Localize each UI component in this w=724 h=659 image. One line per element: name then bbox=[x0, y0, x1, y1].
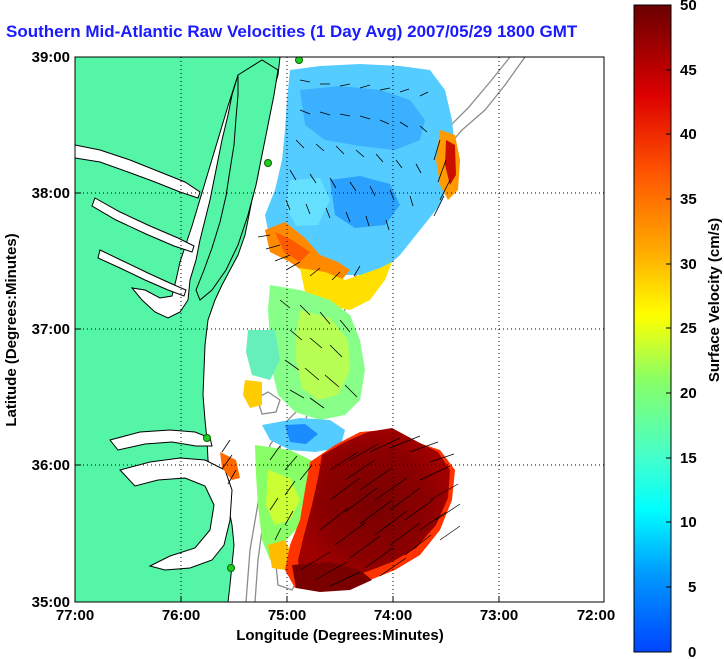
lat-lon-grid bbox=[75, 57, 604, 602]
delmarva-peninsula bbox=[195, 59, 279, 301]
station-marker bbox=[227, 564, 235, 572]
axis-tick-marks bbox=[74, 56, 605, 603]
y-tick-label: 36:00 bbox=[32, 457, 70, 474]
colorbar-tick-label: 40 bbox=[680, 126, 697, 143]
colorbar-tick-label: 10 bbox=[680, 514, 697, 531]
station-marker bbox=[295, 57, 303, 64]
albemarle-sound bbox=[109, 429, 213, 451]
x-tick-label: 77:00 bbox=[56, 607, 94, 624]
y-tick-label: 39:00 bbox=[32, 49, 70, 66]
x-tick-label: 74:00 bbox=[374, 607, 412, 624]
y-axis-label: Latitude (Degrees:Minutes) bbox=[3, 233, 20, 426]
colorbar bbox=[633, 4, 672, 653]
potomac-river bbox=[75, 144, 201, 199]
map-title: Southern Mid-Atlantic Raw Velocities (1 … bbox=[6, 22, 578, 41]
y-tick-label: 37:00 bbox=[32, 321, 70, 338]
x-tick-label: 76:00 bbox=[162, 607, 200, 624]
york-river bbox=[97, 249, 187, 297]
radar-stations bbox=[203, 57, 303, 572]
colorbar-tick-label: 20 bbox=[680, 385, 697, 402]
colorbar-tick-label: 35 bbox=[680, 191, 697, 208]
colorbar-tick-label: 30 bbox=[680, 256, 697, 273]
x-axis-label: Longitude (Degrees:Minutes) bbox=[236, 627, 444, 644]
colorbar-tick-label: 0 bbox=[688, 644, 696, 659]
x-tick-label: 73:00 bbox=[480, 607, 518, 624]
colorbar-ticks bbox=[666, 4, 671, 653]
colorbar-tick-label: 50 bbox=[680, 0, 697, 14]
rappahannock-river bbox=[91, 197, 195, 253]
station-marker bbox=[264, 159, 272, 167]
colorbar-tick-label: 25 bbox=[680, 320, 697, 337]
high-speed-vectors bbox=[299, 435, 461, 587]
colorbar-label: Surface Velocity (cm/s) bbox=[706, 218, 723, 382]
chesapeake-bay bbox=[130, 74, 239, 319]
station-marker bbox=[203, 434, 211, 442]
x-tick-label: 75:00 bbox=[268, 607, 306, 624]
y-tick-label: 35:00 bbox=[32, 594, 70, 611]
colorbar-tick-label: 5 bbox=[688, 579, 696, 596]
current-vectors bbox=[221, 79, 451, 541]
y-tick-label: 38:00 bbox=[32, 185, 70, 202]
pamlico-sound bbox=[119, 457, 233, 571]
colorbar-tick-label: 45 bbox=[680, 62, 697, 79]
x-tick-label: 72:00 bbox=[577, 607, 615, 624]
colorbar-tick-label: 15 bbox=[680, 450, 697, 467]
